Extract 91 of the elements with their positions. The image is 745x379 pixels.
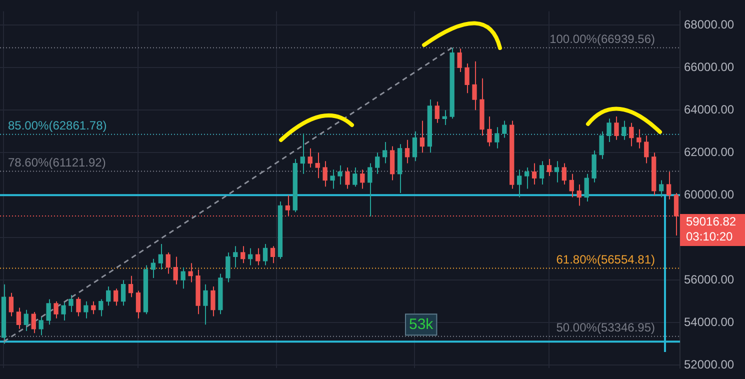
- candlestick: [644, 135, 649, 164]
- candlestick: [315, 152, 320, 179]
- candlestick: [158, 243, 163, 270]
- candlestick: [338, 164, 342, 186]
- candlestick: [322, 160, 328, 188]
- candlestick: [554, 160, 560, 183]
- candlestick: [666, 171, 672, 200]
- candlestick: [599, 130, 604, 160]
- candlestick: [420, 120, 425, 154]
- candlestick: [382, 142, 388, 164]
- candlestick: [524, 167, 530, 190]
- candlestick: [614, 116, 619, 140]
- candlestick: [203, 284, 208, 326]
- ref-line-label: 59016.82: [686, 214, 736, 228]
- candlestick: [84, 300, 88, 319]
- candlestick: [636, 128, 642, 149]
- y-tick-label: 52000.00: [684, 357, 734, 372]
- text: 03:10:20: [686, 229, 734, 244]
- candlestick: [180, 266, 186, 290]
- candlestick: [308, 148, 312, 168]
- candlestick: [562, 162, 567, 186]
- candlestick: [569, 173, 574, 198]
- ref-line-label: 78.60%(61121.92): [8, 156, 106, 170]
- candlestick: [76, 296, 81, 317]
- candlestick: [24, 309, 28, 332]
- ref-line-label: 61.80%(56554.81): [556, 252, 655, 267]
- candlestick: [270, 246, 276, 264]
- candlestick: [173, 256, 178, 285]
- candlestick: [233, 246, 238, 268]
- candlestick: [166, 252, 170, 274]
- candlestick: [464, 62, 470, 94]
- candlestick: [128, 275, 134, 298]
- ref-line-label: 50.00%(53346.95): [556, 320, 655, 335]
- candlestick: [113, 288, 118, 306]
- candlestick: [54, 300, 58, 319]
- y-tick-label: 66000.00: [684, 60, 734, 74]
- candlestick: [457, 48, 462, 72]
- candlestick: [300, 133, 305, 174]
- y-tick-label: 60000.00: [684, 187, 734, 202]
- candlestick: [472, 60, 477, 111]
- candlestick: [188, 262, 193, 283]
- candlestick: [576, 184, 582, 206]
- candlestick: [546, 158, 552, 177]
- candlestick: [120, 280, 126, 306]
- candlestick: [584, 173, 589, 202]
- ref-line-label: 100.00%(66939.56): [550, 32, 655, 46]
- y-tick-label: 62000.00: [684, 144, 734, 159]
- y-tick-label: 68000.00: [684, 18, 734, 32]
- candlestick: [539, 160, 544, 186]
- candlestick: [262, 243, 268, 266]
- candlestick: [442, 110, 447, 126]
- candlestick: [106, 286, 111, 306]
- candlestick: [226, 252, 230, 283]
- candlestick: [368, 162, 372, 217]
- candlestick: [330, 169, 335, 190]
- candlestick: [658, 180, 664, 198]
- candlestick: [46, 298, 51, 326]
- candlestick: [517, 169, 522, 198]
- y-tick-label: 56000.00: [684, 272, 734, 286]
- candlestick: [31, 311, 36, 334]
- candlestick: [255, 248, 260, 266]
- candlestick: [375, 152, 380, 174]
- candlestick: [352, 167, 358, 188]
- candlestick: [622, 120, 626, 140]
- candlestick: [136, 290, 141, 319]
- candlestick: [487, 116, 492, 147]
- annotation: 53k: [409, 316, 434, 333]
- candlestick: [606, 118, 612, 143]
- y-tick-label: 54000.00: [684, 314, 734, 329]
- candlestick: [98, 298, 104, 317]
- candlestick: [345, 167, 350, 190]
- candlestick: [360, 169, 365, 190]
- candlestick: [91, 300, 96, 315]
- candlestick: [285, 194, 290, 217]
- y-tick-label: 64000.00: [684, 102, 734, 116]
- candlestick: [494, 126, 500, 149]
- ref-line-label: 85.00%(62861.78): [8, 118, 107, 133]
- candlestick: [629, 122, 634, 147]
- candlestick: [502, 120, 507, 138]
- candlestick: [434, 101, 440, 124]
- candlestick: [150, 258, 156, 278]
- candlestick: [16, 307, 22, 330]
- candlestick: [240, 246, 246, 264]
- candlestick: [68, 294, 74, 312]
- candlestick: [210, 286, 216, 317]
- candlestick: [412, 130, 418, 162]
- candlestick: [38, 316, 44, 336]
- candlestick: [532, 162, 537, 186]
- candlestick: [404, 139, 410, 164]
- candlestick: [61, 300, 66, 321]
- candlestick: [8, 292, 14, 317]
